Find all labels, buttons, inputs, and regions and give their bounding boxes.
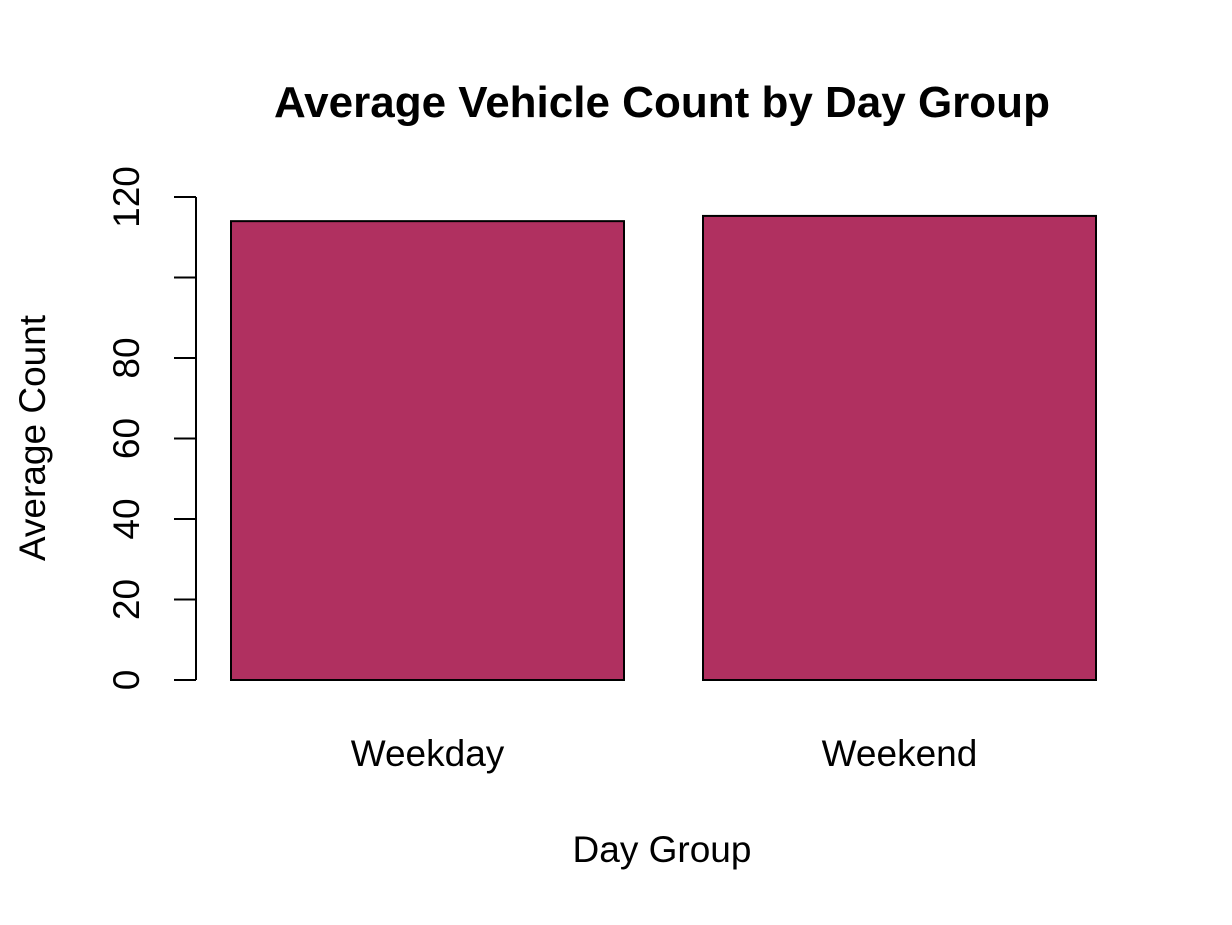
y-tick-label: 60 — [106, 418, 147, 459]
x-category-label: Weekend — [822, 733, 978, 774]
y-axis-label: Average Count — [12, 314, 53, 561]
x-axis-label: Day Group — [573, 829, 752, 870]
y-tick-label: 20 — [106, 579, 147, 620]
y-tick-label: 0 — [106, 670, 147, 691]
y-tick-label: 40 — [106, 498, 147, 539]
chart-title: Average Vehicle Count by Day Group — [274, 78, 1050, 127]
y-tick-label: 120 — [106, 166, 147, 228]
y-axis-ticks: 0 20 40 60 80 120 — [106, 166, 196, 690]
bar-weekend — [702, 214, 1097, 681]
bar-weekday — [230, 220, 625, 681]
x-axis-categories: Weekday Weekend — [351, 733, 978, 774]
bars — [230, 214, 1097, 681]
x-category-label: Weekday — [351, 733, 505, 774]
y-tick-label: 80 — [106, 337, 147, 378]
